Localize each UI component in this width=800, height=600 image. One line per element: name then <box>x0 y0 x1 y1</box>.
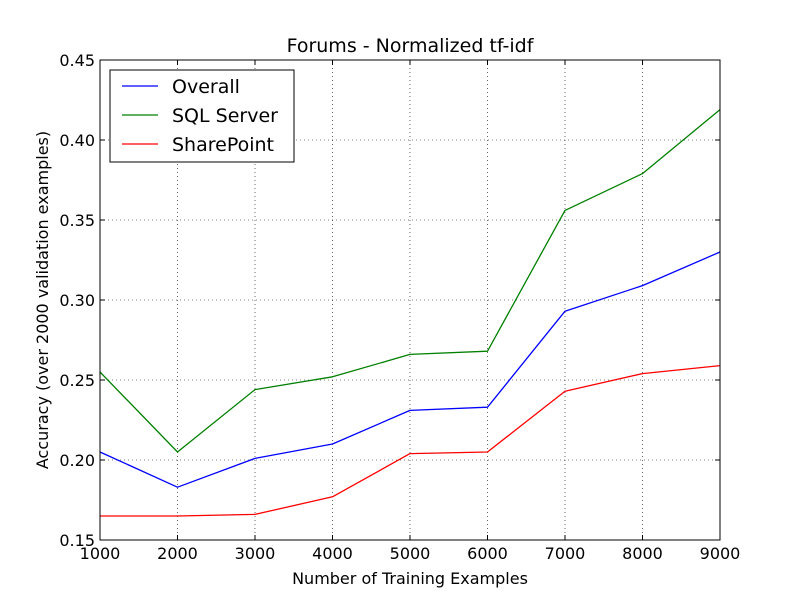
y-tick-label: 0.15 <box>59 531 95 550</box>
x-axis-label: Number of Training Examples <box>292 569 528 588</box>
chart-title: Forums - Normalized tf-idf <box>287 35 535 57</box>
y-axis-label: Accuracy (over 2000 validation examples) <box>33 131 52 469</box>
x-tick-label: 6000 <box>467 544 508 563</box>
x-tick-label: 4000 <box>312 544 353 563</box>
x-tick-label: 7000 <box>545 544 586 563</box>
legend-label: Overall <box>172 76 240 98</box>
x-tick-label: 9000 <box>700 544 741 563</box>
series-line-overall <box>99 251 721 488</box>
y-tick-label: 0.45 <box>59 51 95 70</box>
y-tick-label: 0.30 <box>59 291 95 310</box>
y-tick-label: 0.35 <box>59 211 95 230</box>
x-tick-label: 3000 <box>235 544 276 563</box>
y-tick-label: 0.25 <box>59 371 95 390</box>
series-line-sharepoint <box>100 364 721 517</box>
series-layer <box>99 109 721 517</box>
x-tick-label: 8000 <box>622 544 663 563</box>
y-tick-label: 0.20 <box>59 451 95 470</box>
legend-label: SharePoint <box>172 134 274 156</box>
x-tick-label: 2000 <box>157 544 198 563</box>
legend-label: SQL Server <box>172 105 278 127</box>
y-tick-label: 0.40 <box>59 131 95 150</box>
series-line-sql-server <box>99 109 721 453</box>
ticks: 1000 2000 3000 4000 5000 6000 7000 8000 9000 0.15… <box>59 51 740 563</box>
legend: Overall SQL Server SharePoint <box>109 69 295 163</box>
x-tick-label: 5000 <box>390 544 431 563</box>
x-tick-label: 1000 <box>80 544 121 563</box>
legend-box <box>109 69 295 163</box>
